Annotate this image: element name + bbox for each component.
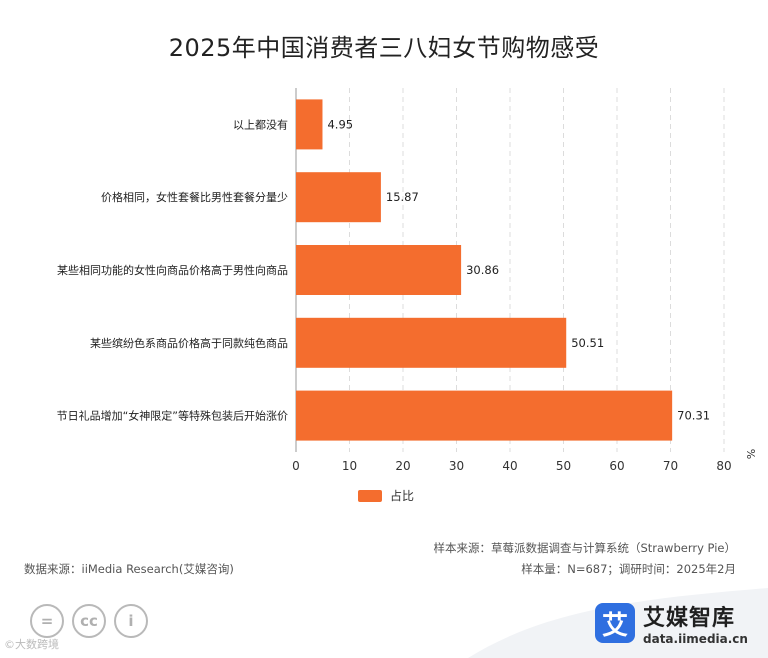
x-tick-label: 60 (609, 459, 624, 473)
cc-icon: cc (72, 604, 106, 638)
data-label: 15.87 (386, 190, 419, 204)
x-tick-label: 30 (449, 459, 464, 473)
bar (296, 390, 673, 441)
brand-logo: 艾 艾媒智库 data.iimedia.cn (595, 600, 748, 646)
data-label: 30.86 (466, 263, 499, 277)
category-label: 以上都没有 (233, 117, 288, 131)
bar (296, 245, 462, 295)
data-source: 数据来源：iiMedia Research(艾媒咨询) (24, 562, 234, 576)
x-tick-label: 20 (395, 459, 410, 473)
logo-name: 艾媒智库 (643, 606, 736, 631)
data-label: 70.31 (677, 409, 710, 423)
x-tick-label: 40 (502, 459, 517, 473)
equals-icon: = (30, 604, 64, 638)
bar (296, 317, 567, 368)
legend-swatch (358, 489, 382, 502)
x-tick-label: 0 (292, 459, 300, 473)
license-icons: = cc i (30, 604, 148, 638)
sample-info: 样本量：N=687；调研时间：2025年2月 (521, 562, 736, 576)
x-tick-label: 80 (716, 459, 731, 473)
logo-url: data.iimedia.cn (643, 632, 748, 646)
logo-mark-icon: 艾 (595, 603, 635, 643)
sample-source: 样本来源：草莓派数据调查与计算系统（Strawberry Pie） (433, 541, 736, 555)
chart-title: 2025年中国消费者三八妇女节购物感受 (168, 34, 600, 62)
x-tick-label: 50 (556, 459, 571, 473)
data-label: 50.51 (571, 336, 604, 350)
bar (296, 172, 381, 223)
bar (296, 99, 323, 150)
category-label: 某些缤纷色系商品价格高于同款纯色商品 (90, 336, 288, 350)
legend-label: 占比 (390, 489, 415, 503)
x-tick-label: 70 (663, 459, 678, 473)
x-unit-label: % (744, 449, 757, 459)
watermark: ©大数跨境 (4, 638, 59, 651)
legend[interactable]: 占比 (358, 487, 414, 504)
data-label: 4.95 (327, 117, 353, 131)
bar-chart: 0 10 20 30 40 50 60 70 80% 4.95 以上都没有 15.87 价格相同，女性套… (57, 88, 757, 473)
category-label: 某些相同功能的女性向商品价格高于男性向商品 (57, 263, 288, 277)
category-label: 节日礼品增加“女神限定”等特殊包装后开始涨价 (57, 409, 288, 423)
info-person-icon: i (114, 604, 148, 638)
x-tick-label: 10 (342, 459, 357, 473)
category-label: 价格相同，女性套餐比男性套餐分量少 (101, 190, 288, 204)
